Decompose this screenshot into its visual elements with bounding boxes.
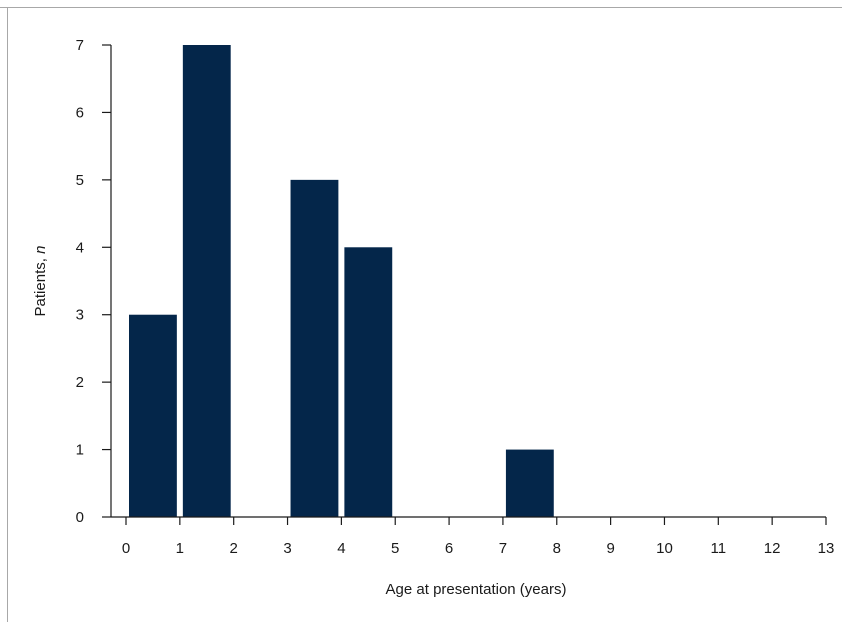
- y-tick-label-3: 3: [76, 307, 84, 324]
- x-tick-label-6: 6: [445, 540, 453, 557]
- y-tick-label-0: 0: [76, 509, 84, 526]
- frame-top-border: [0, 7, 842, 8]
- y-axis-title-italic: n: [32, 246, 49, 254]
- bar-1-2: [182, 45, 231, 517]
- axes-group: [110, 45, 826, 518]
- x-tick-label-1: 1: [176, 540, 184, 557]
- x-tick-label-2: 2: [230, 540, 238, 557]
- x-tick-label-4: 4: [337, 540, 345, 557]
- bar-7-8: [505, 449, 554, 517]
- x-axis-title: Age at presentation (years): [386, 581, 567, 598]
- bar-4-5: [344, 247, 393, 518]
- x-tick-label-11: 11: [711, 540, 727, 557]
- y-tick-label-5: 5: [76, 172, 84, 189]
- bars-group: [129, 45, 554, 518]
- y-axis-title-main: Patients,: [32, 254, 49, 317]
- y-axis-title: Patients, n: [32, 246, 49, 317]
- x-tick-label-9: 9: [606, 540, 614, 557]
- bar-0-1: [129, 314, 177, 517]
- y-tick-label-6: 6: [76, 104, 84, 121]
- x-tick-label-13: 13: [818, 540, 835, 557]
- x-tick-label-0: 0: [122, 540, 130, 557]
- x-tick-label-12: 12: [764, 540, 781, 557]
- x-tick-label-5: 5: [391, 540, 399, 557]
- y-tick-label-1: 1: [76, 442, 84, 459]
- x-tick-label-7: 7: [499, 540, 507, 557]
- frame-left-border: [7, 7, 8, 622]
- x-tick-label-8: 8: [553, 540, 561, 557]
- y-tick-label-4: 4: [76, 239, 84, 256]
- x-tick-label-10: 10: [656, 540, 673, 557]
- y-tick-label-2: 2: [76, 374, 84, 391]
- y-tick-label-7: 7: [76, 37, 84, 54]
- bar-3-4: [290, 179, 339, 517]
- x-tick-label-3: 3: [283, 540, 291, 557]
